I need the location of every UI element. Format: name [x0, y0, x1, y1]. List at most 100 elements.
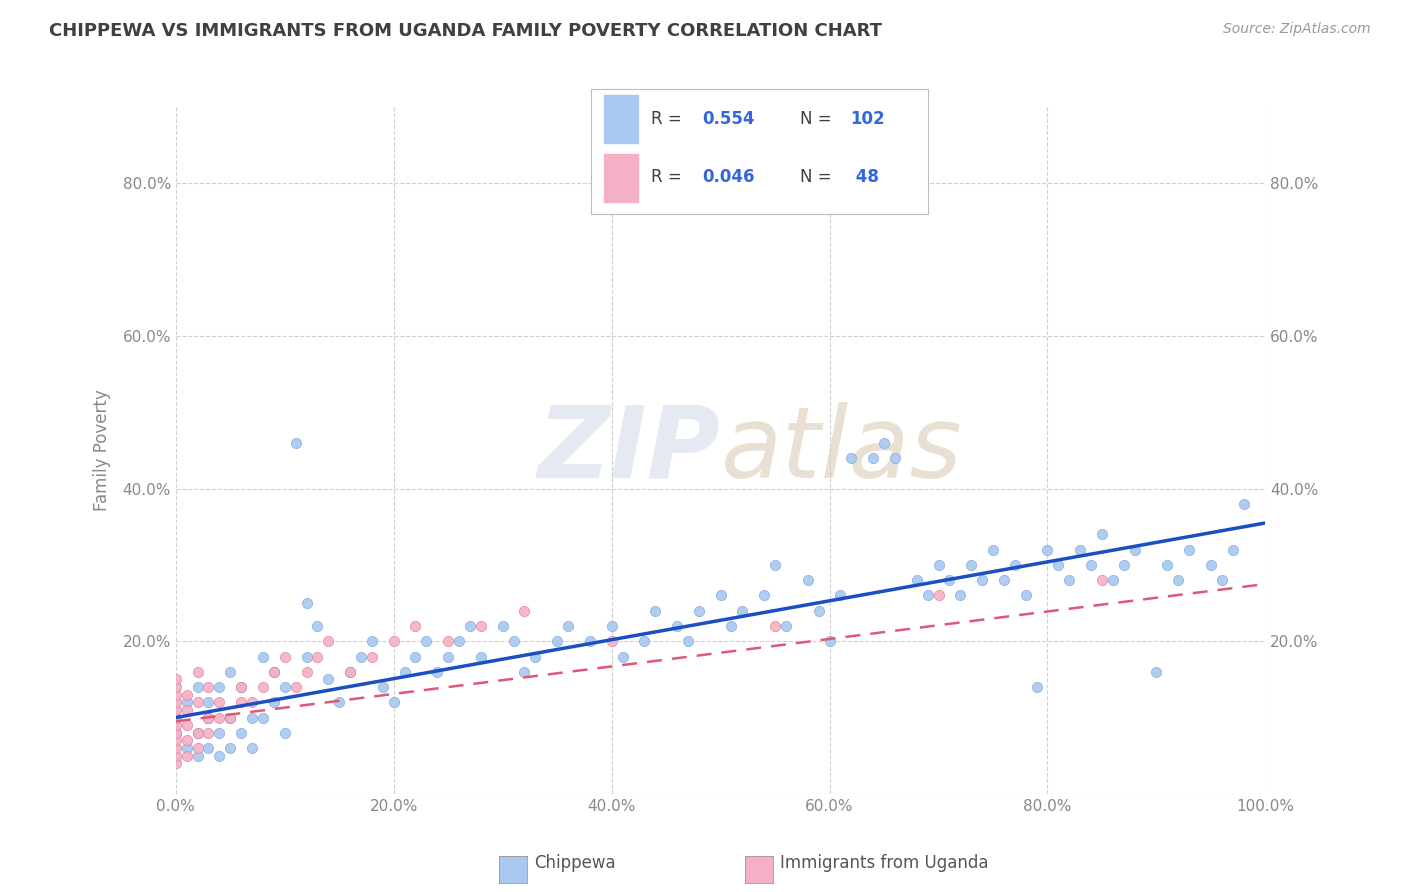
Point [176, 703, 198, 717]
Text: atlas: atlas [721, 402, 962, 499]
Point [928, 589, 950, 603]
Point [176, 695, 198, 709]
Point [360, 649, 382, 664]
Point [240, 741, 263, 756]
Point [970, 573, 993, 587]
Point [284, 435, 307, 450]
Text: N =: N = [800, 168, 837, 186]
Point [676, 634, 699, 648]
Bar [605, 95, 638, 143]
Point [231, 726, 253, 740]
Point [600, 619, 623, 633]
Text: Immigrants from Uganda: Immigrants from Uganda [780, 855, 988, 872]
Point [339, 665, 361, 679]
Point [274, 649, 297, 664]
Point [208, 680, 231, 694]
Point [1091, 527, 1114, 541]
Point [274, 680, 297, 694]
Point [176, 741, 198, 756]
Point [219, 741, 242, 756]
Point [197, 680, 219, 694]
Point [318, 634, 340, 648]
Point [884, 451, 907, 466]
Point [405, 619, 427, 633]
Point [186, 741, 209, 756]
Point [775, 619, 797, 633]
Point [186, 748, 209, 763]
Point [186, 695, 209, 709]
Point [382, 695, 405, 709]
Point [186, 726, 209, 740]
Point [165, 673, 187, 687]
Point [165, 733, 187, 747]
Point [1091, 573, 1114, 587]
Point [350, 649, 373, 664]
Point [524, 649, 547, 664]
Point [993, 573, 1015, 587]
Point [176, 733, 198, 747]
Point [176, 718, 198, 732]
Y-axis label: Family Poverty: Family Poverty [93, 390, 111, 511]
Point [186, 680, 209, 694]
Point [165, 718, 187, 732]
Point [1102, 573, 1125, 587]
Point [165, 710, 187, 724]
Point [295, 596, 318, 610]
Point [612, 649, 634, 664]
Point [197, 710, 219, 724]
Point [165, 703, 187, 717]
Point [165, 741, 187, 756]
Point [502, 634, 524, 648]
Point [165, 748, 187, 763]
Point [231, 695, 253, 709]
Point [633, 634, 655, 648]
Point [458, 619, 481, 633]
Point [437, 649, 460, 664]
Point [186, 665, 209, 679]
Text: Source: ZipAtlas.com: Source: ZipAtlas.com [1223, 22, 1371, 37]
Point [1123, 542, 1146, 557]
Point [219, 665, 242, 679]
Point [263, 665, 285, 679]
Point [763, 558, 786, 572]
Point [176, 688, 198, 702]
Text: 0.046: 0.046 [702, 168, 755, 186]
Point [720, 619, 742, 633]
Point [644, 604, 666, 618]
Point [307, 649, 329, 664]
Point [165, 710, 187, 724]
Point [307, 619, 329, 633]
Point [208, 710, 231, 724]
Point [263, 695, 285, 709]
Text: 102: 102 [851, 111, 884, 128]
Point [231, 680, 253, 694]
Text: 0.554: 0.554 [702, 111, 755, 128]
Point [274, 726, 297, 740]
Point [949, 589, 972, 603]
Text: R =: R = [651, 168, 688, 186]
Point [1004, 558, 1026, 572]
Point [197, 741, 219, 756]
Point [231, 680, 253, 694]
Point [197, 695, 219, 709]
Point [165, 680, 187, 694]
Point [197, 710, 219, 724]
Point [1047, 558, 1070, 572]
Point [426, 665, 449, 679]
Point [382, 634, 405, 648]
Point [165, 695, 187, 709]
Point [862, 451, 884, 466]
Point [1080, 558, 1102, 572]
Point [197, 726, 219, 740]
Point [1167, 573, 1189, 587]
Point [1178, 542, 1201, 557]
Point [470, 649, 492, 664]
Point [763, 619, 786, 633]
Point [252, 680, 274, 694]
Point [165, 688, 187, 702]
Point [405, 649, 427, 664]
Point [295, 665, 318, 679]
Text: R =: R = [651, 111, 688, 128]
Point [1144, 665, 1167, 679]
Point [917, 589, 939, 603]
